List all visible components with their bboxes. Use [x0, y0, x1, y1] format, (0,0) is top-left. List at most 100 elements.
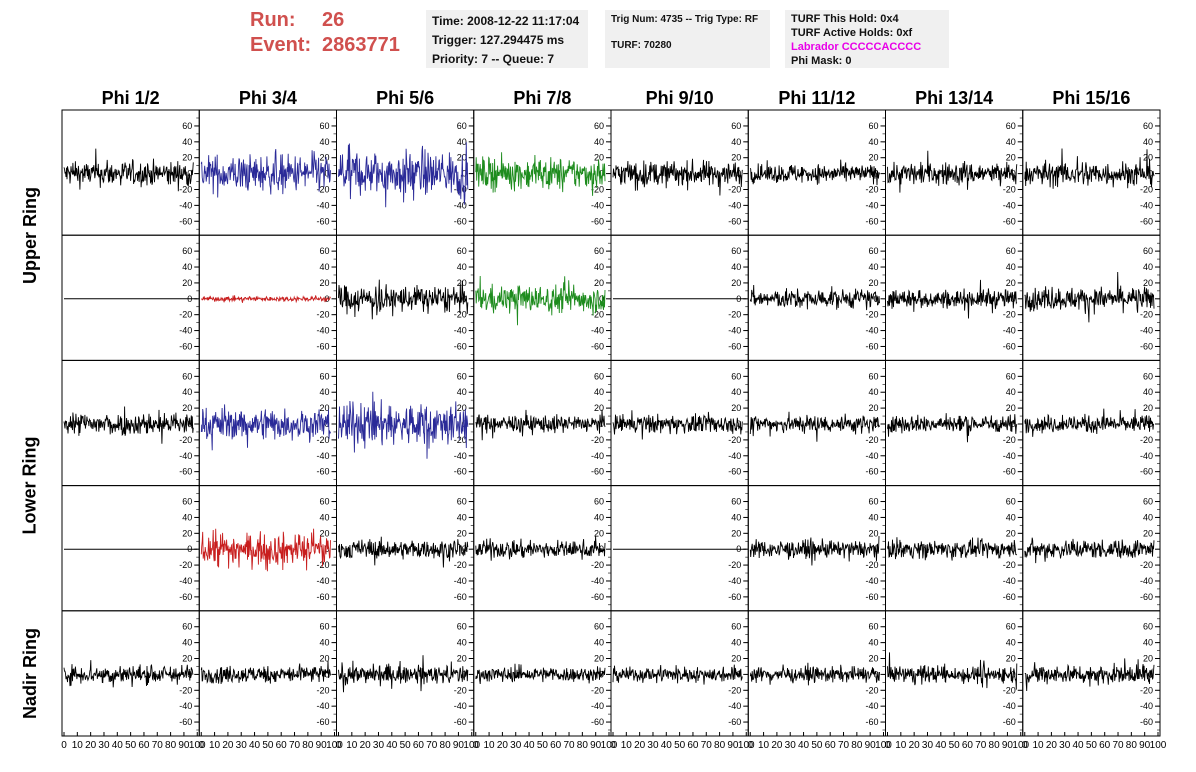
- y-tick-label: 60: [182, 246, 192, 256]
- y-tick-label: -40: [865, 326, 878, 336]
- y-tick-label: 40: [182, 638, 192, 648]
- y-tick-label: 40: [868, 387, 878, 397]
- y-tick-label: 20: [457, 153, 467, 163]
- x-tick-label: 0: [885, 740, 891, 751]
- waveform-series: [887, 413, 1018, 443]
- x-tick-label: 0: [61, 740, 67, 751]
- x-tick-label: 0: [747, 740, 753, 751]
- x-tick-label: 60: [550, 740, 562, 751]
- y-tick-label: 20: [594, 403, 604, 413]
- y-tick-label: 0: [599, 294, 604, 304]
- y-tick-label: 40: [868, 512, 878, 522]
- x-tick-label: 70: [838, 740, 850, 751]
- y-tick-label: -40: [1003, 200, 1016, 210]
- x-tick-label: 80: [577, 740, 589, 751]
- waveform-series: [749, 411, 880, 442]
- y-tick-label: 60: [594, 371, 604, 381]
- trig-text: Trig Num: 4735 -- Trig Type: RF: [611, 14, 759, 25]
- y-tick-label: 20: [1006, 528, 1016, 538]
- y-tick-label: -60: [1140, 216, 1153, 226]
- x-tick-label: 10: [895, 740, 907, 751]
- y-tick-label: 20: [731, 403, 741, 413]
- y-tick-label: 20: [457, 278, 467, 288]
- x-tick-label: 50: [537, 740, 549, 751]
- y-tick-label: -60: [179, 341, 192, 351]
- x-tick-label: 80: [1126, 740, 1138, 751]
- y-tick-label: -60: [591, 717, 604, 727]
- y-tick-label: -40: [454, 451, 467, 461]
- y-tick-label: -60: [1140, 592, 1153, 602]
- y-tick-label: -20: [316, 435, 329, 445]
- y-tick-label: 20: [868, 528, 878, 538]
- waveform-series: [200, 528, 331, 572]
- y-tick-label: -20: [454, 560, 467, 570]
- x-tick-label: 30: [236, 740, 248, 751]
- y-tick-label: -60: [728, 467, 741, 477]
- x-tick-label: 20: [1046, 740, 1058, 751]
- y-tick-label: 60: [1143, 622, 1153, 632]
- panel-r0-c3: -60 -40 -20 0 20 40 60: [473, 109, 612, 236]
- x-tick-label: 30: [647, 740, 659, 751]
- x-tick-label: 100: [189, 740, 206, 751]
- turf-info-box: TURF This Hold: 0x4 TURF Active Holds: 0…: [785, 10, 949, 68]
- y-tick-label: 40: [319, 512, 329, 522]
- y-tick-label: -20: [316, 685, 329, 695]
- x-tick-label: 40: [112, 740, 124, 751]
- run-value: 26: [322, 9, 345, 31]
- y-tick-label: 60: [594, 121, 604, 131]
- y-tick-label: -40: [1140, 326, 1153, 336]
- y-tick-label: -40: [454, 200, 467, 210]
- y-tick-label: -60: [728, 341, 741, 351]
- y-tick-label: 20: [1006, 654, 1016, 664]
- y-tick-label: -20: [316, 310, 329, 320]
- y-tick-label: -60: [1140, 341, 1153, 351]
- waveform-series: [887, 652, 1018, 690]
- event-label: Event:: [250, 34, 312, 56]
- y-tick-label: -60: [454, 216, 467, 226]
- x-tick-label: 40: [798, 740, 810, 751]
- y-tick-label: 60: [457, 121, 467, 131]
- x-tick-label: 10: [758, 740, 770, 751]
- y-tick-label: -40: [316, 326, 329, 336]
- y-tick-label: -60: [179, 216, 192, 226]
- waveform-series: [338, 279, 469, 320]
- y-tick-label: 60: [457, 246, 467, 256]
- y-tick-label: -60: [865, 592, 878, 602]
- y-tick-label: 20: [868, 278, 878, 288]
- y-tick-label: 40: [182, 262, 192, 272]
- y-tick-label: 40: [182, 137, 192, 147]
- y-tick-label: -40: [1003, 451, 1016, 461]
- y-tick-label: 60: [1143, 371, 1153, 381]
- x-tick-label: 0: [473, 740, 479, 751]
- y-tick-label: 40: [731, 137, 741, 147]
- y-tick-label: -40: [316, 451, 329, 461]
- y-tick-label: 40: [1006, 387, 1016, 397]
- y-tick-label: 40: [1143, 387, 1153, 397]
- y-tick-label: -20: [316, 560, 329, 570]
- y-tick-label: 40: [1143, 137, 1153, 147]
- waveform-series: [63, 406, 194, 444]
- y-tick-label: 20: [1143, 403, 1153, 413]
- y-tick-label: 60: [182, 371, 192, 381]
- y-tick-label: -20: [1003, 310, 1016, 320]
- y-tick-label: -20: [865, 184, 878, 194]
- y-tick-label: 20: [868, 153, 878, 163]
- y-tick-label: -40: [591, 451, 604, 461]
- panel-r0-c5: -60 -40 -20 0 20 40 60: [747, 109, 886, 236]
- x-tick-label: 20: [634, 740, 646, 751]
- y-tick-label: -60: [1003, 341, 1016, 351]
- y-tick-label: 40: [731, 638, 741, 648]
- column-header: Phi 15/16: [1052, 88, 1131, 108]
- phi-mask-text: Phi Mask: 0: [791, 55, 852, 67]
- y-tick-label: 60: [1006, 497, 1016, 507]
- x-tick-label: 80: [440, 740, 452, 751]
- y-tick-label: -40: [591, 701, 604, 711]
